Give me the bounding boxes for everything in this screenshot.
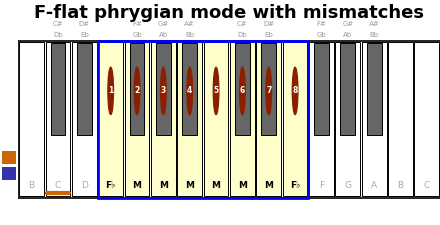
Circle shape [187, 67, 192, 115]
Text: F#: F# [132, 21, 142, 27]
Bar [98, 42, 123, 196]
Bar [46, 42, 70, 196]
Bar [235, 43, 250, 135]
Text: F: F [319, 181, 324, 190]
Circle shape [161, 67, 166, 115]
Bar [367, 43, 381, 135]
Text: F♭: F♭ [106, 181, 116, 190]
Text: M: M [264, 181, 273, 190]
Bar [182, 43, 197, 135]
Text: Bb: Bb [185, 32, 194, 38]
Text: G#: G# [158, 21, 169, 27]
Bar [314, 43, 329, 135]
Bar [19, 42, 44, 196]
Text: M: M [185, 181, 194, 190]
Text: 1: 1 [108, 86, 114, 95]
Text: Gb: Gb [316, 32, 326, 38]
Text: M: M [132, 181, 142, 190]
Text: A: A [371, 181, 377, 190]
Bar [341, 43, 355, 135]
Circle shape [134, 67, 140, 115]
Text: 4: 4 [187, 86, 192, 95]
Text: 3: 3 [161, 86, 166, 95]
Bar [261, 43, 276, 135]
Bar [309, 42, 334, 196]
Text: Gb: Gb [132, 32, 142, 38]
Text: 5: 5 [213, 86, 219, 95]
Text: 7: 7 [266, 86, 271, 95]
Text: F#: F# [316, 21, 326, 27]
Text: Eb: Eb [80, 32, 89, 38]
Text: Db: Db [53, 32, 63, 38]
Text: Ab: Ab [159, 32, 168, 38]
Bar [77, 43, 92, 135]
Text: C: C [55, 181, 61, 190]
Bar [98, 40, 308, 198]
Text: Ab: Ab [343, 32, 352, 38]
Bar [388, 42, 413, 196]
Bar [18, 40, 440, 198]
Bar [72, 42, 97, 196]
Text: basicmusictheory.com: basicmusictheory.com [7, 75, 12, 141]
Circle shape [240, 67, 245, 115]
Bar [156, 43, 171, 135]
Text: C: C [424, 181, 430, 190]
Bar [362, 42, 386, 196]
Text: D: D [81, 181, 88, 190]
Text: M: M [212, 181, 220, 190]
Text: 2: 2 [134, 86, 139, 95]
Text: A#: A# [184, 21, 195, 27]
Bar [2, 166, 16, 180]
Text: G#: G# [342, 21, 353, 27]
Text: C#: C# [237, 21, 248, 27]
Circle shape [108, 67, 114, 115]
Text: 8: 8 [293, 86, 298, 95]
Bar [257, 42, 281, 196]
Bar [283, 42, 308, 196]
Text: F-flat phrygian mode with mismatches: F-flat phrygian mode with mismatches [34, 4, 424, 22]
Text: C#: C# [53, 21, 63, 27]
Text: F♭: F♭ [290, 181, 300, 190]
Bar [414, 42, 439, 196]
Text: 6: 6 [240, 86, 245, 95]
Bar [204, 42, 228, 196]
Text: M: M [159, 181, 168, 190]
Bar [125, 42, 150, 196]
Text: Db: Db [238, 32, 247, 38]
Bar [335, 42, 360, 196]
Text: B: B [397, 181, 403, 190]
Bar [177, 42, 202, 196]
Text: B: B [29, 181, 35, 190]
Bar [2, 151, 16, 164]
Text: Bb: Bb [370, 32, 379, 38]
Bar [151, 42, 176, 196]
Circle shape [266, 67, 271, 115]
Circle shape [213, 67, 219, 115]
Bar [130, 43, 144, 135]
Text: Eb: Eb [264, 32, 273, 38]
Text: D#: D# [263, 21, 274, 27]
Text: A#: A# [369, 21, 379, 27]
Text: M: M [238, 181, 247, 190]
Text: D#: D# [79, 21, 90, 27]
Bar [51, 43, 66, 135]
Text: G: G [344, 181, 351, 190]
Bar [230, 42, 255, 196]
Circle shape [292, 67, 298, 115]
